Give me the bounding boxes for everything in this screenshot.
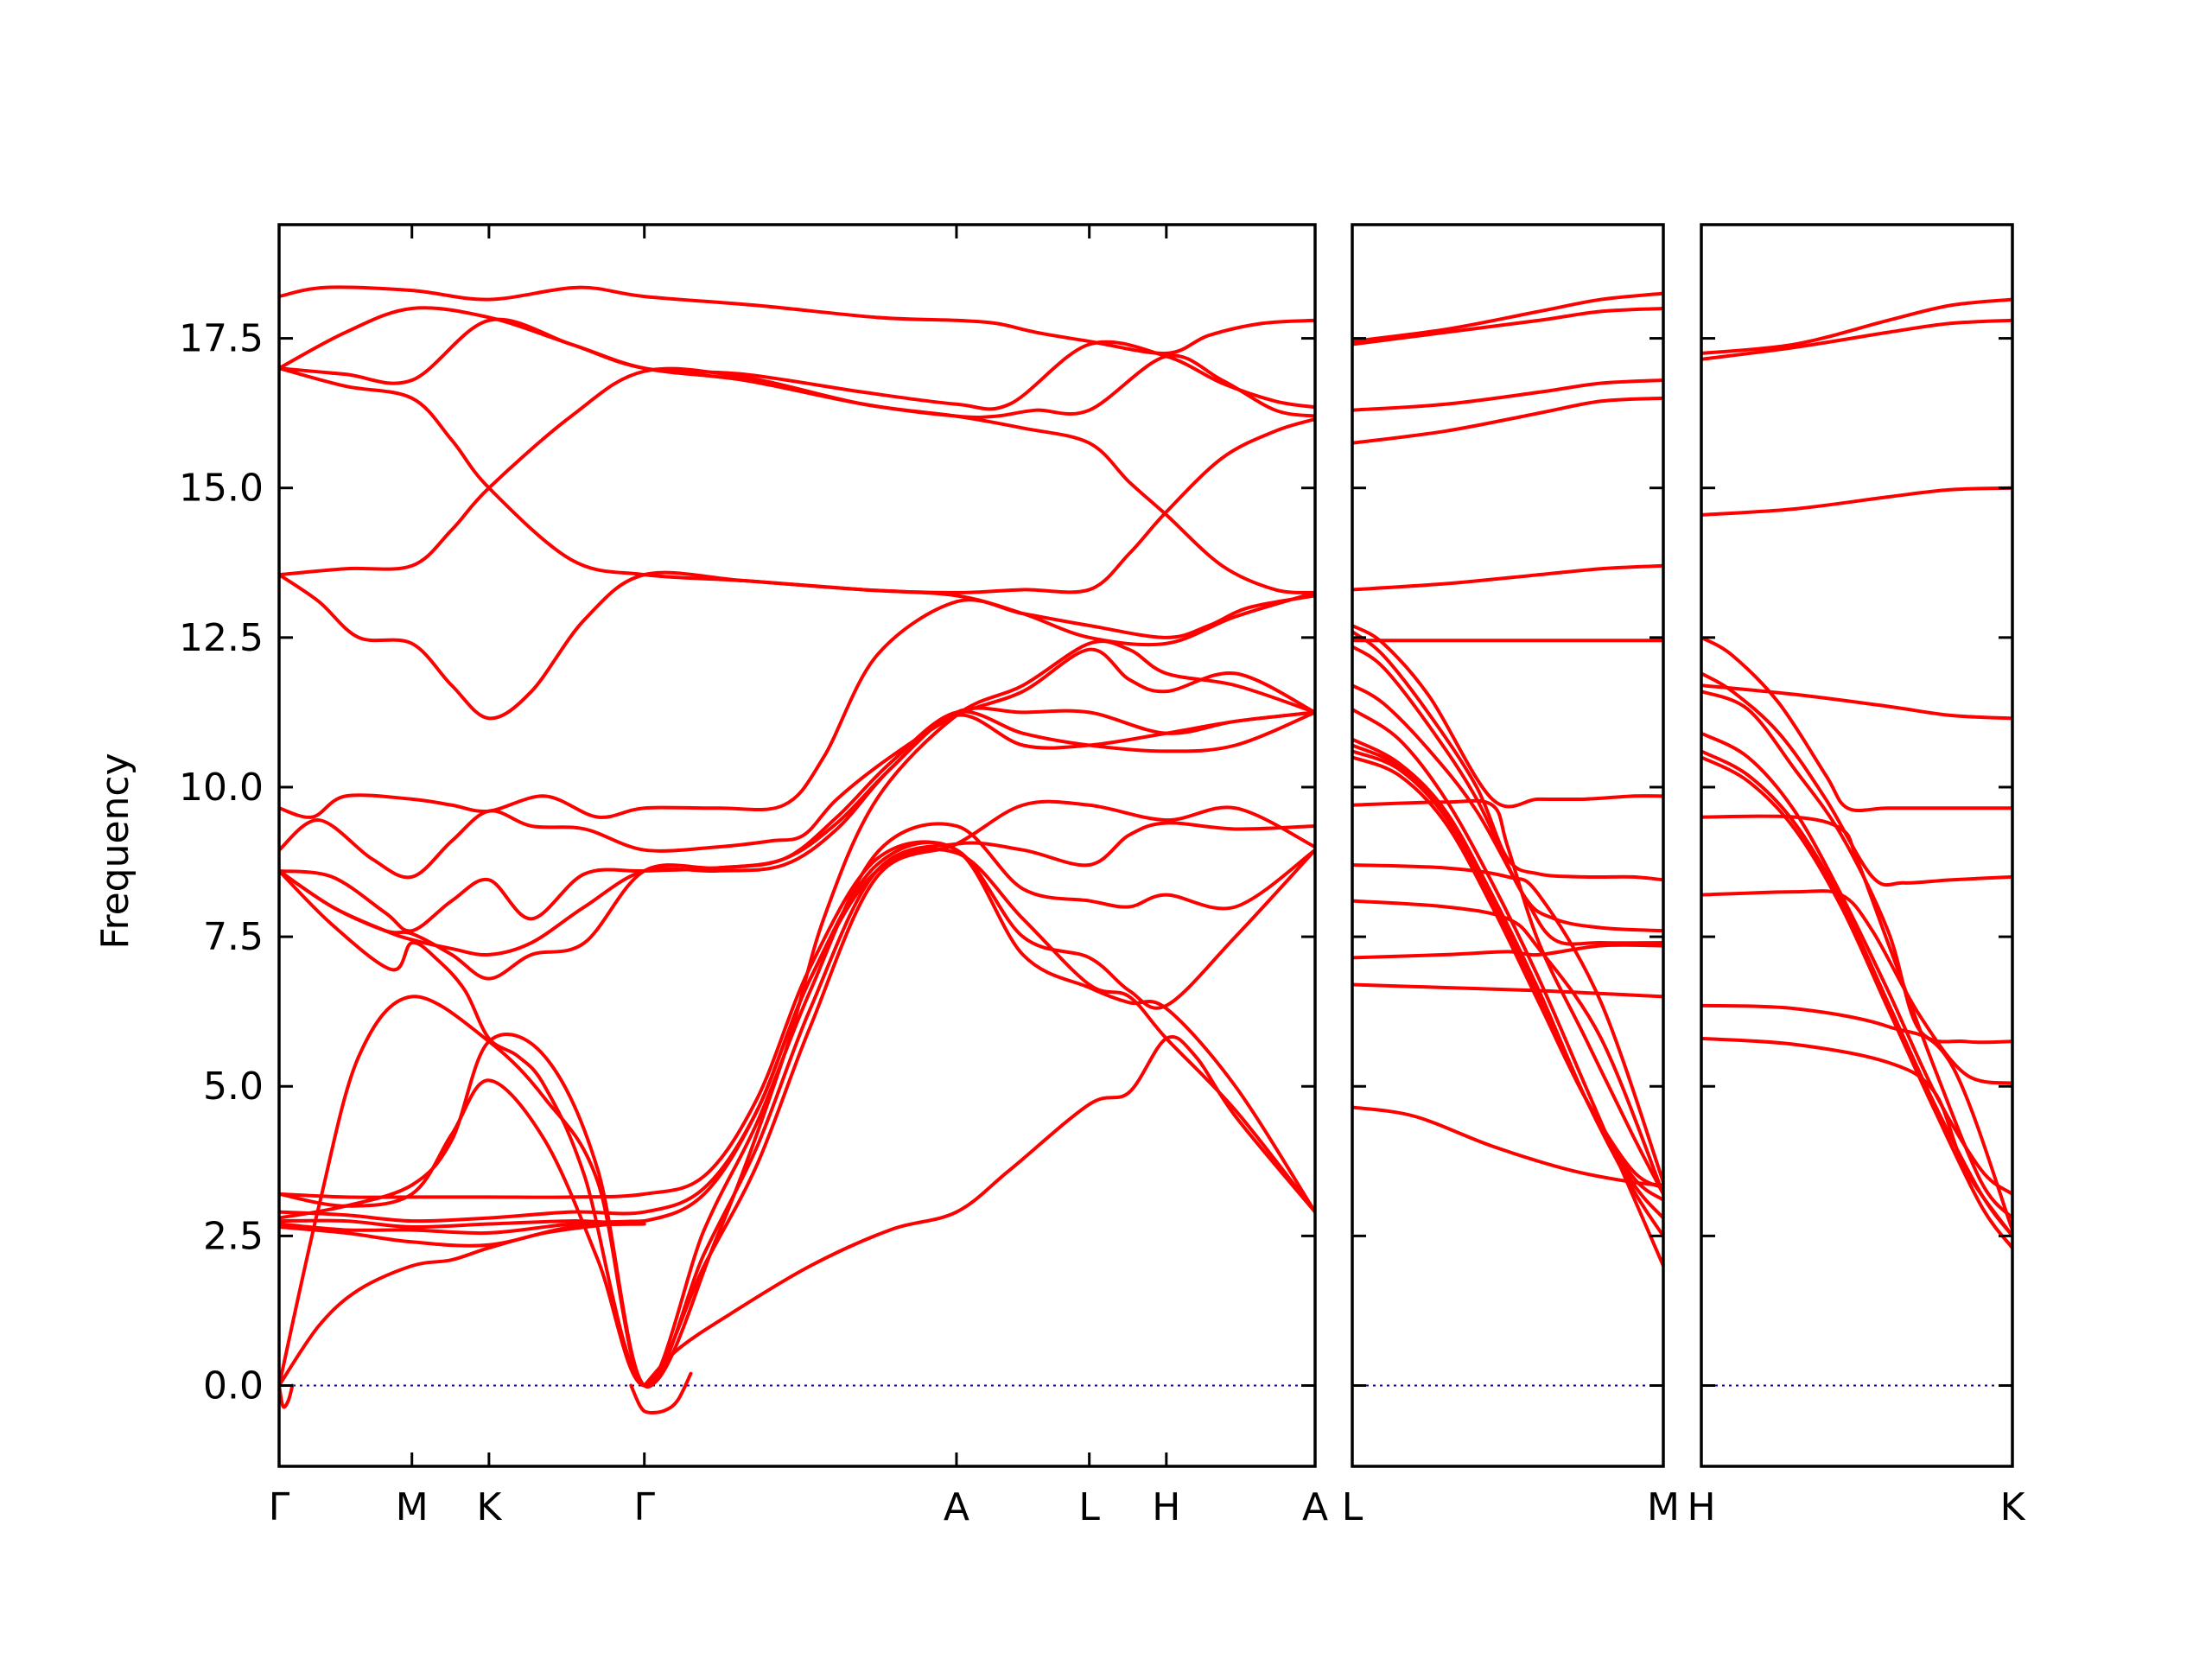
- band-14: [279, 821, 1315, 1389]
- band-7: [1701, 690, 2012, 1045]
- band-23: [279, 1383, 295, 1409]
- band-21: [279, 1219, 646, 1388]
- band-7: [1352, 623, 1663, 809]
- high-symmetry-label: A: [944, 1485, 969, 1529]
- band-5: [1352, 563, 1663, 592]
- band-5: [1701, 683, 2012, 721]
- band-13: [1701, 1003, 2012, 1232]
- high-symmetry-label: H: [1687, 1485, 1715, 1529]
- band-4: [1352, 396, 1663, 445]
- band-1: [1701, 297, 2012, 355]
- band-2: [1701, 318, 2012, 361]
- y-tick-label: 2.5: [203, 1214, 264, 1258]
- y-tick-label: 7.5: [203, 915, 264, 959]
- y-axis-label: Frequency: [93, 753, 137, 949]
- band-14: [1352, 743, 1663, 1202]
- band-2: [1352, 306, 1663, 346]
- band-12: [1701, 889, 2012, 1085]
- high-symmetry-label: K: [476, 1485, 502, 1529]
- band-15: [279, 822, 1315, 1388]
- band-20: [279, 1219, 646, 1236]
- panel-frame: [277, 223, 1317, 1468]
- bands-group: [279, 285, 1315, 1415]
- band-3: [1352, 378, 1663, 412]
- high-symmetry-label: M: [1647, 1485, 1680, 1529]
- bands-group: [1352, 291, 1663, 1268]
- band-5: [279, 366, 1315, 594]
- y-tick-label: 0.0: [203, 1364, 264, 1408]
- band-22: [642, 1035, 1315, 1388]
- band-17: [1352, 863, 1663, 1185]
- bands-group: [1701, 297, 2012, 1250]
- band-15: [1352, 755, 1663, 1190]
- band-1: [1352, 291, 1663, 344]
- high-symmetry-label: K: [2000, 1485, 2026, 1529]
- panel-path-gamma-m-k-gamma-a-l-h-a: 0.0 2.5 5.0 7.5 10.0 12.5 15.0 17.5 Γ M K Γ A L H A: [179, 223, 1328, 1529]
- band-3: [1701, 486, 2012, 517]
- band-8: [279, 647, 1315, 880]
- high-symmetry-label: Γ: [633, 1485, 655, 1529]
- band-11: [279, 709, 1315, 981]
- band-10: [1701, 755, 2012, 1250]
- band-12: [279, 710, 1315, 957]
- band-16: [1352, 798, 1663, 1196]
- band-24: [629, 1371, 693, 1415]
- high-symmetry-label: H: [1152, 1485, 1180, 1529]
- band-13: [279, 799, 1315, 1388]
- band-19: [1352, 943, 1663, 960]
- band-4: [1701, 635, 2012, 813]
- band-14: [1701, 1036, 2012, 1238]
- high-symmetry-label: Γ: [269, 1485, 290, 1529]
- band-18: [279, 848, 1315, 1230]
- band-8: [1701, 731, 2012, 1196]
- band-21: [1352, 1105, 1663, 1187]
- y-tick-label: 15.0: [179, 467, 264, 511]
- y-tick-label: 12.5: [179, 616, 264, 660]
- band-6: [279, 570, 1315, 721]
- band-9: [1701, 749, 2012, 1238]
- band-10: [1352, 683, 1663, 946]
- band-20: [1352, 982, 1663, 999]
- band-9: [1352, 645, 1663, 933]
- band-4: [279, 366, 1315, 594]
- band-2: [279, 306, 1315, 411]
- y-tick-label: 17.5: [179, 317, 264, 361]
- high-symmetry-label: A: [1302, 1485, 1328, 1529]
- band-3: [279, 317, 1315, 419]
- y-tick-label: 10.0: [179, 766, 264, 810]
- band-11: [1701, 814, 2012, 1220]
- high-symmetry-label: L: [1342, 1485, 1363, 1529]
- band-11: [1352, 707, 1663, 1268]
- panel-frame: [1351, 223, 1665, 1468]
- y-tick-label: 5.0: [203, 1065, 264, 1109]
- high-symmetry-label: M: [396, 1485, 429, 1529]
- panel-frame: [1700, 223, 2014, 1468]
- band-1: [279, 285, 1315, 355]
- high-symmetry-label: L: [1078, 1485, 1100, 1529]
- band-7: [279, 594, 1315, 819]
- band-18: [1352, 899, 1663, 1196]
